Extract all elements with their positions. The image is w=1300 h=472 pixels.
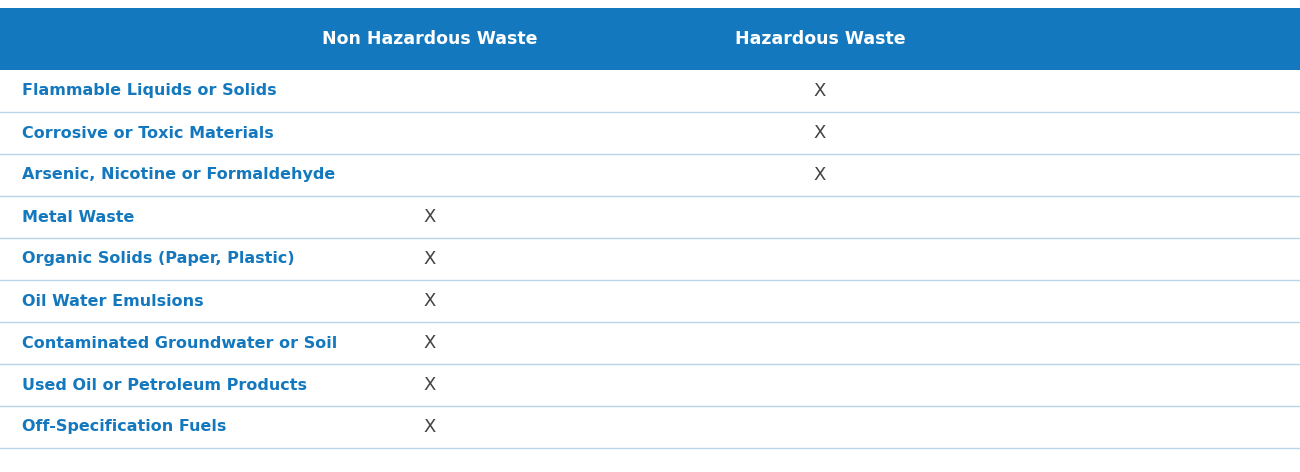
- Text: X: X: [424, 208, 437, 226]
- Text: Non Hazardous Waste: Non Hazardous Waste: [322, 30, 538, 48]
- Text: X: X: [424, 376, 437, 394]
- Text: Off-Specification Fuels: Off-Specification Fuels: [22, 420, 226, 435]
- Text: X: X: [814, 166, 827, 184]
- Text: Used Oil or Petroleum Products: Used Oil or Petroleum Products: [22, 378, 307, 393]
- Text: Arsenic, Nicotine or Formaldehyde: Arsenic, Nicotine or Formaldehyde: [22, 168, 335, 183]
- Text: X: X: [424, 418, 437, 436]
- Text: Oil Water Emulsions: Oil Water Emulsions: [22, 294, 204, 309]
- Text: Flammable Liquids or Solids: Flammable Liquids or Solids: [22, 84, 277, 99]
- Text: X: X: [814, 124, 827, 142]
- Text: Metal Waste: Metal Waste: [22, 210, 134, 225]
- Text: X: X: [424, 292, 437, 310]
- Bar: [0, 8, 1300, 70]
- Text: Corrosive or Toxic Materials: Corrosive or Toxic Materials: [22, 126, 274, 141]
- Text: Contaminated Groundwater or Soil: Contaminated Groundwater or Soil: [22, 336, 337, 351]
- Text: X: X: [814, 82, 827, 100]
- Text: X: X: [424, 334, 437, 352]
- Text: Organic Solids (Paper, Plastic): Organic Solids (Paper, Plastic): [22, 252, 295, 267]
- Text: X: X: [424, 250, 437, 268]
- Text: Hazardous Waste: Hazardous Waste: [734, 30, 905, 48]
